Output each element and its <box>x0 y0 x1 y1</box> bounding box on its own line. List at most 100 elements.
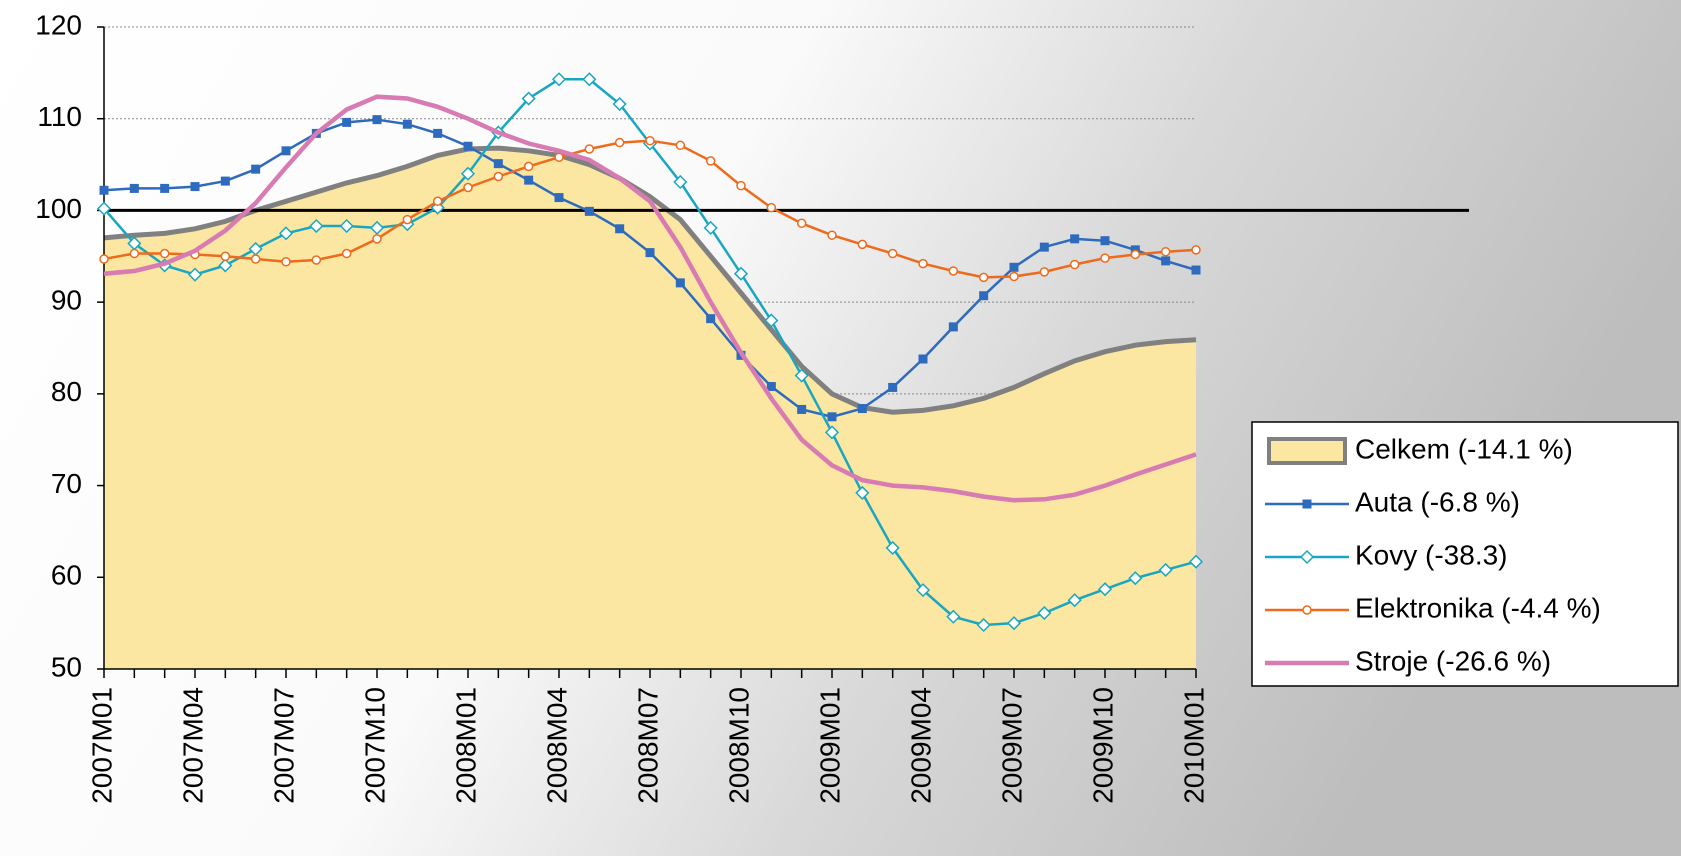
point <box>889 250 897 258</box>
x-tick-label: 2009M01 <box>814 687 845 804</box>
x-tick-label: 2008M07 <box>632 687 663 804</box>
legend-label: Stroje (-26.6 %) <box>1355 645 1551 676</box>
point <box>161 250 169 258</box>
x-tick-label: 2008M01 <box>450 687 481 804</box>
legend-marker <box>1303 500 1312 509</box>
x-tick-label: 2010M01 <box>1178 687 1209 804</box>
point <box>100 255 108 263</box>
point <box>919 260 927 268</box>
point <box>191 182 200 191</box>
point <box>737 182 745 190</box>
chart: 50 60 70 80 90 100 110 120 2007M01 2007M04 2007M07… <box>0 0 1681 856</box>
point <box>980 273 988 281</box>
x-tick-label: 2007M01 <box>86 687 117 804</box>
y-tick-label: 80 <box>51 376 82 407</box>
x-tick-label: 2008M04 <box>541 687 572 804</box>
legend-label: Celkem (-14.1 %) <box>1355 433 1573 464</box>
point <box>251 165 260 174</box>
x-tick-label: 2007M07 <box>268 687 299 804</box>
point <box>676 278 685 287</box>
point <box>888 383 897 392</box>
point <box>707 157 715 165</box>
x-tick-label: 2007M04 <box>177 687 208 804</box>
point <box>646 248 655 257</box>
point <box>828 231 836 239</box>
y-tick-label: 110 <box>37 101 82 132</box>
legend-marker <box>1303 606 1311 614</box>
y-tick-label: 60 <box>51 560 82 591</box>
point <box>434 197 442 205</box>
point <box>1070 234 1079 243</box>
point <box>160 184 169 193</box>
legend-label: Auta (-6.8 %) <box>1355 486 1520 517</box>
legend-label: Kovy (-38.3) <box>1355 539 1508 570</box>
point <box>282 146 291 155</box>
point <box>221 252 229 260</box>
point <box>828 412 837 421</box>
point <box>312 256 320 264</box>
point <box>373 115 382 124</box>
x-tick-label: 2009M07 <box>996 687 1027 804</box>
y-tick-label: 100 <box>35 193 82 224</box>
y-tick-label: 90 <box>51 285 82 316</box>
y-tick-label: 120 <box>35 9 82 40</box>
point <box>1162 248 1170 256</box>
point <box>525 162 533 170</box>
point <box>494 172 502 180</box>
point <box>464 142 473 151</box>
point <box>1131 250 1139 258</box>
point <box>282 258 290 266</box>
point <box>616 139 624 147</box>
point <box>252 255 260 263</box>
point <box>919 355 928 364</box>
point <box>646 137 654 145</box>
point <box>403 120 412 129</box>
point <box>100 186 109 195</box>
point <box>798 219 806 227</box>
point <box>464 184 472 192</box>
point <box>343 250 351 258</box>
legend: Celkem (-14.1 %) Auta (-6.8 %) Kovy (-38.3… <box>1252 422 1678 686</box>
point <box>555 193 564 202</box>
point <box>494 159 503 168</box>
point <box>949 267 957 275</box>
point <box>1101 254 1109 262</box>
x-tick-label: 2009M04 <box>905 687 936 804</box>
x-tick-label: 2009M10 <box>1087 687 1118 804</box>
point <box>1010 272 1018 280</box>
point <box>858 240 866 248</box>
x-tick-label: 2007M10 <box>359 687 390 804</box>
x-tick-label: 2008M10 <box>723 687 754 804</box>
point <box>1040 268 1048 276</box>
point <box>1101 236 1110 245</box>
point <box>1040 243 1049 252</box>
point <box>585 145 593 153</box>
point <box>858 404 867 413</box>
point <box>221 177 230 186</box>
point <box>130 250 138 258</box>
y-tick-label: 70 <box>51 468 82 499</box>
point <box>615 224 624 233</box>
point <box>433 129 442 138</box>
point <box>949 322 958 331</box>
point <box>1161 256 1170 265</box>
point <box>706 314 715 323</box>
point <box>373 235 381 243</box>
point <box>767 204 775 212</box>
point <box>1071 261 1079 269</box>
point <box>524 176 533 185</box>
point <box>403 216 411 224</box>
point <box>1010 263 1019 272</box>
legend-swatch <box>1269 439 1345 463</box>
legend-label: Elektronika (-4.4 %) <box>1355 592 1601 623</box>
point <box>1192 246 1200 254</box>
point <box>342 118 351 127</box>
y-tick-label: 50 <box>51 651 82 682</box>
point <box>676 141 684 149</box>
point <box>555 153 563 161</box>
point <box>130 184 139 193</box>
point <box>797 405 806 414</box>
point <box>585 207 594 216</box>
point <box>1192 266 1201 275</box>
point <box>979 291 988 300</box>
